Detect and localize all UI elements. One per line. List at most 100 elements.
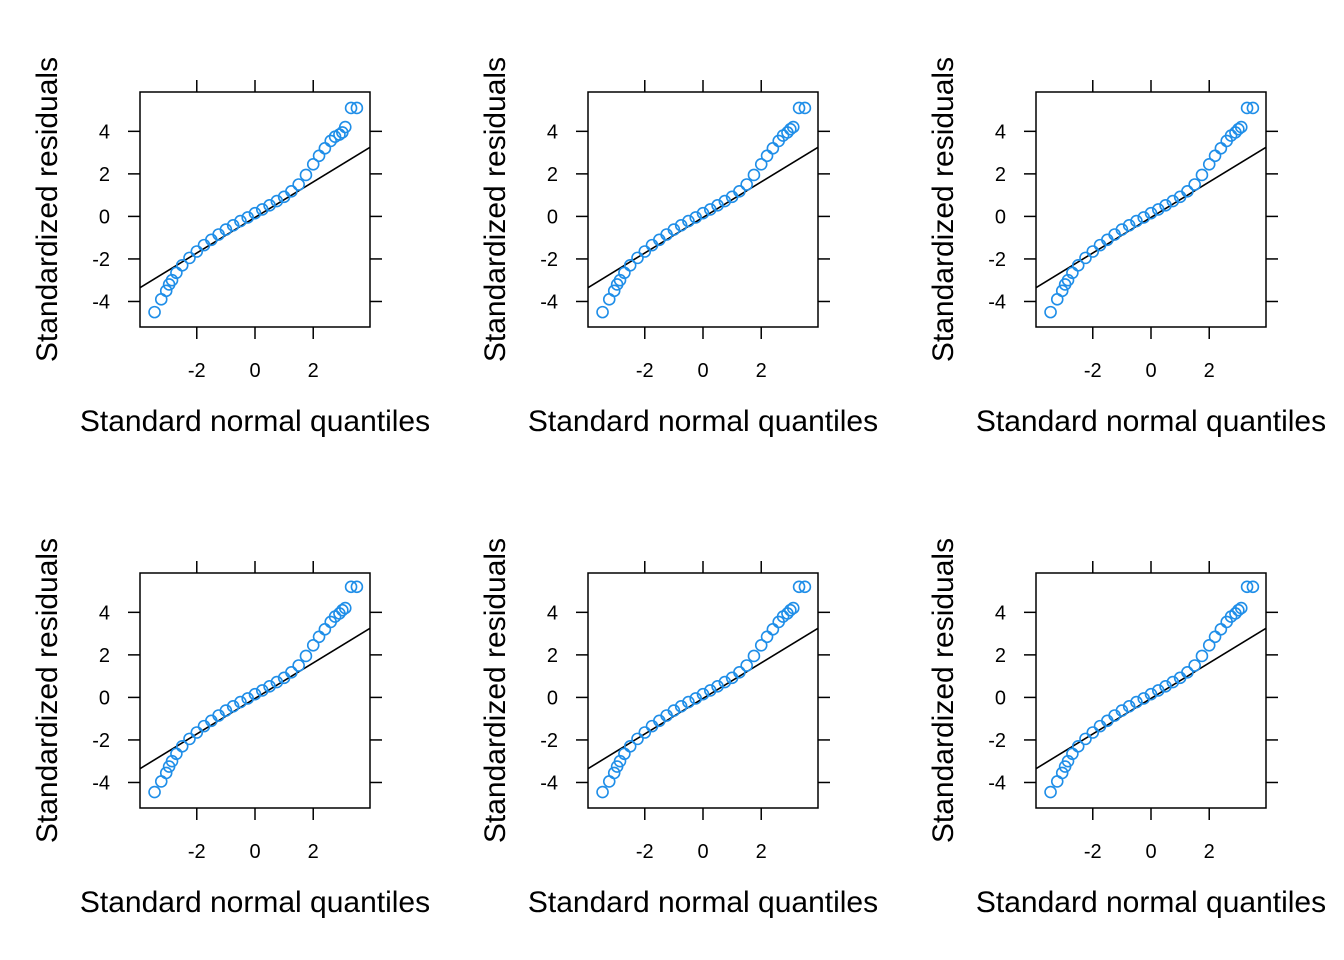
data-point — [1240, 101, 1254, 115]
data-point — [159, 766, 173, 780]
data-point — [263, 680, 276, 693]
x-tick-label: -2 — [188, 841, 206, 863]
qq-panel: -2 0 2 -4 -2 0 2 4 Standard normal quantiles Stan… — [927, 538, 1326, 919]
data-point — [1166, 194, 1180, 208]
plot-frame — [139, 572, 371, 809]
y-tick-label: 4 — [547, 602, 558, 624]
data-point — [798, 101, 812, 115]
data-point — [1232, 603, 1245, 617]
x-tick-label: 0 — [249, 841, 260, 863]
data-point — [1159, 680, 1172, 693]
data-point — [784, 122, 797, 136]
plot-frame — [1035, 572, 1267, 809]
y-tick-label: -2 — [540, 249, 558, 271]
x-tick-label: 0 — [697, 360, 708, 382]
y-tick-label: 0 — [547, 687, 558, 709]
x-tick-label: 2 — [1204, 360, 1215, 382]
data-point — [682, 695, 695, 709]
data-point — [1195, 649, 1209, 663]
y-tick-label: 2 — [99, 164, 110, 186]
reference-line — [1036, 146, 1266, 289]
data-point — [667, 223, 681, 236]
x-tick-label: -2 — [636, 360, 654, 382]
plot-frame — [139, 91, 371, 328]
data-point — [255, 684, 269, 697]
y-tick-label: -4 — [92, 291, 110, 313]
data-point — [689, 211, 703, 224]
y-tick-label: 2 — [995, 164, 1006, 186]
data-point — [312, 149, 326, 163]
data-point — [175, 740, 189, 753]
data-point — [1202, 158, 1216, 171]
data-point — [667, 704, 681, 717]
qq-panel: -2 0 2 -4 -2 0 2 4 Standard normal quantiles Stan… — [31, 538, 430, 919]
qq-panel: -2 0 2 -4 -2 0 2 4 Standard normal quantiles Stan… — [31, 57, 430, 438]
y-axis-title: Standardized residuals — [927, 538, 960, 843]
data-point — [696, 687, 710, 701]
data-point — [1181, 666, 1194, 679]
data-point — [1151, 203, 1165, 216]
data-point — [703, 684, 717, 697]
data-point — [1166, 675, 1180, 689]
x-tick-label: 2 — [1204, 841, 1215, 863]
data-point — [1137, 692, 1151, 705]
data-point — [754, 158, 768, 171]
data-point — [786, 601, 800, 615]
data-point — [292, 659, 305, 672]
data-point — [1115, 704, 1129, 717]
data-point — [760, 149, 774, 163]
x-tick-label: 0 — [1145, 841, 1156, 863]
x-axis-title: Standard normal quantiles — [976, 886, 1326, 919]
qq-panel: -2 0 2 -4 -2 0 2 4 Standard normal quantiles Stan… — [479, 57, 878, 438]
plot-frame — [1035, 91, 1267, 328]
x-tick-label: 0 — [249, 360, 260, 382]
data-point — [318, 142, 332, 155]
data-point — [1122, 219, 1136, 232]
data-point — [241, 692, 255, 705]
data-point — [285, 185, 298, 198]
data-point — [1195, 168, 1209, 182]
data-point — [740, 178, 753, 191]
data-point — [798, 580, 812, 594]
y-tick-label: 4 — [99, 121, 110, 143]
data-point — [689, 692, 703, 705]
plot-frame — [587, 91, 819, 328]
data-point — [733, 666, 746, 679]
data-point — [241, 211, 255, 224]
data-point — [784, 603, 797, 617]
data-point — [336, 603, 349, 617]
data-point — [1214, 623, 1228, 636]
data-point — [596, 305, 609, 319]
data-point — [718, 194, 732, 208]
data-point — [1079, 732, 1092, 746]
y-tick-label: 2 — [995, 645, 1006, 667]
data-point — [638, 245, 652, 258]
x-axis-title: Standard normal quantiles — [976, 405, 1326, 438]
data-point — [1055, 284, 1069, 298]
data-point — [148, 305, 161, 319]
data-point — [1240, 580, 1254, 594]
data-point — [350, 101, 364, 115]
y-tick-label: -4 — [988, 291, 1006, 313]
plot-frame — [587, 572, 819, 809]
data-point — [674, 700, 688, 713]
reference-line — [1036, 627, 1266, 770]
data-point — [631, 732, 644, 746]
y-tick-label: -4 — [988, 772, 1006, 794]
data-point — [1122, 700, 1136, 713]
data-point — [1144, 206, 1158, 220]
data-point — [219, 704, 233, 717]
data-point — [344, 101, 358, 115]
data-point — [1115, 223, 1129, 236]
data-point — [596, 785, 609, 799]
x-tick-label: 2 — [756, 360, 767, 382]
data-point — [324, 134, 337, 148]
data-point — [1208, 149, 1222, 163]
y-tick-label: -2 — [988, 249, 1006, 271]
data-point — [270, 675, 284, 689]
data-point — [183, 732, 196, 746]
data-point — [718, 675, 732, 689]
data-point — [248, 687, 262, 701]
data-point — [263, 199, 276, 212]
x-axis-title: Standard normal quantiles — [80, 886, 430, 919]
